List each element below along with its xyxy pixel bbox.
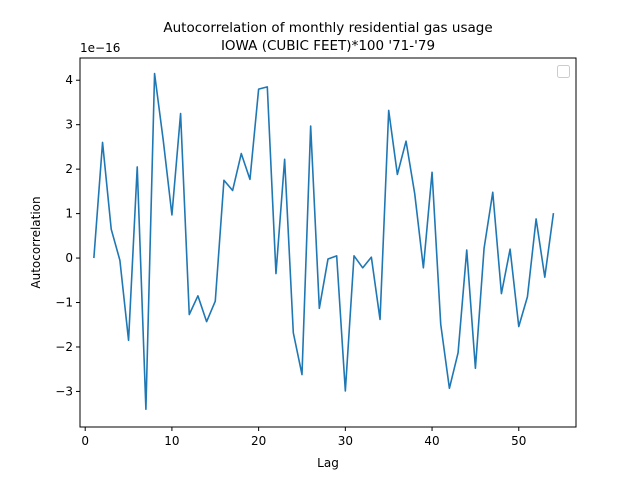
y-axis-ticks: −3 −2 −1 0 1 2 3 4	[55, 73, 80, 398]
plot-area-frame	[79, 57, 577, 428]
y-tick-label: 3	[65, 118, 73, 132]
y-tick-label: −3	[55, 384, 73, 398]
x-tick-label: 50	[511, 434, 526, 448]
y-axis-label: Autocorrelation	[29, 196, 43, 288]
x-tick-label: 40	[424, 434, 439, 448]
x-tick-label: 30	[338, 434, 353, 448]
x-axis-ticks: 0 10 20 30 40 50	[81, 427, 526, 448]
y-tick-label: 4	[65, 73, 73, 87]
y-tick-label: 0	[65, 251, 73, 265]
chart-title-line-2: IOWA (CUBIC FEET)*100 '71-'79	[221, 38, 435, 54]
series-layer	[93, 72, 555, 411]
x-tick-label: 20	[251, 434, 266, 448]
x-tick-label: 0	[81, 434, 89, 448]
x-tick-label: 10	[164, 434, 179, 448]
y-axis-offset-label: 1e−16	[80, 41, 120, 55]
x-axis-label: Lag	[317, 456, 339, 470]
legend-box	[557, 65, 570, 78]
y-tick-label: 2	[65, 162, 73, 176]
chart-title-line-1: Autocorrelation of monthly residential g…	[163, 20, 492, 36]
y-tick-label: −2	[55, 340, 73, 354]
autocorrelation-series-line	[93, 72, 555, 411]
y-tick-label: 1	[65, 207, 73, 221]
y-tick-label: −1	[55, 296, 73, 310]
